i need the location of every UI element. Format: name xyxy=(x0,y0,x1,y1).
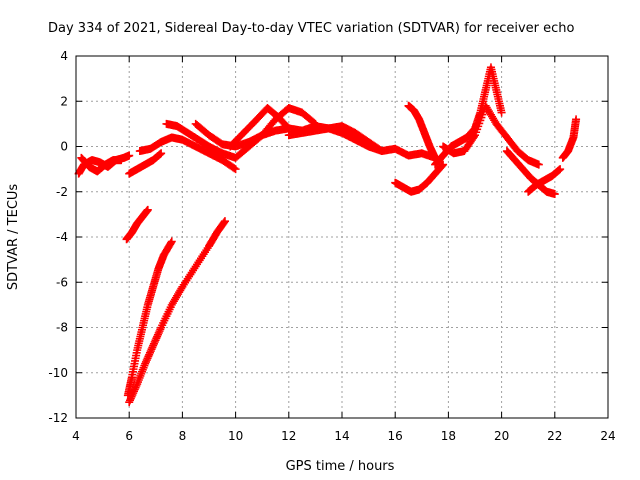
data-point xyxy=(439,160,448,169)
data-point xyxy=(556,165,565,174)
series-prn-q xyxy=(123,237,176,400)
series-prn-c xyxy=(125,149,166,178)
series-prn-b xyxy=(77,153,126,176)
data-point xyxy=(167,237,176,246)
x-tick-label: 8 xyxy=(179,429,187,443)
y-tick-label: -4 xyxy=(56,230,68,244)
y-tick-label: -6 xyxy=(56,275,68,289)
data-points xyxy=(74,63,581,407)
x-tick-label: 24 xyxy=(600,429,615,443)
data-point xyxy=(572,115,581,124)
data-point xyxy=(550,190,559,199)
series-prn-m xyxy=(502,147,559,199)
grid-lines xyxy=(76,56,608,418)
series-prn-h xyxy=(284,124,440,162)
data-point xyxy=(220,217,229,226)
data-point xyxy=(117,156,126,165)
x-axis-label: GPS time / hours xyxy=(286,459,395,474)
data-point xyxy=(157,149,166,158)
series-prn-f xyxy=(191,104,320,151)
data-point xyxy=(534,160,543,169)
y-tick-label: -10 xyxy=(48,366,68,380)
series-prn-l xyxy=(439,101,543,169)
x-tick-label: 20 xyxy=(494,429,509,443)
y-tick-label: -8 xyxy=(56,321,68,335)
series-prn-i xyxy=(391,160,448,196)
series-prn-o xyxy=(558,115,581,162)
y-tick-label: 4 xyxy=(60,49,68,63)
series-prn-j xyxy=(404,101,440,162)
data-point xyxy=(230,164,239,173)
x-tick-label: 22 xyxy=(547,429,562,443)
x-tick-label: 16 xyxy=(388,429,403,443)
y-tick-label: -2 xyxy=(56,185,68,199)
x-tick-label: 6 xyxy=(125,429,133,443)
y-tick-label: 0 xyxy=(60,140,68,154)
data-point xyxy=(125,151,134,160)
series-prn-n xyxy=(524,165,565,196)
series-prn-p xyxy=(122,205,152,244)
chart-title: Day 334 of 2021, Sidereal Day-to-day VTE… xyxy=(48,21,575,36)
data-point xyxy=(497,108,506,117)
series-prn-r xyxy=(125,217,229,407)
y-tick-label: -12 xyxy=(48,411,68,425)
y-tick-label: 2 xyxy=(60,94,68,108)
x-tick-label: 18 xyxy=(441,429,456,443)
x-tick-label: 12 xyxy=(281,429,296,443)
data-point xyxy=(143,205,152,214)
data-point xyxy=(469,132,478,141)
data-point xyxy=(231,165,240,174)
x-tick-label: 10 xyxy=(228,429,243,443)
x-tick-label: 4 xyxy=(72,429,80,443)
y-axis-label: SDTVAR / TECUs xyxy=(6,184,21,291)
x-tick-label: 14 xyxy=(334,429,349,443)
series-prn-d xyxy=(135,133,240,174)
